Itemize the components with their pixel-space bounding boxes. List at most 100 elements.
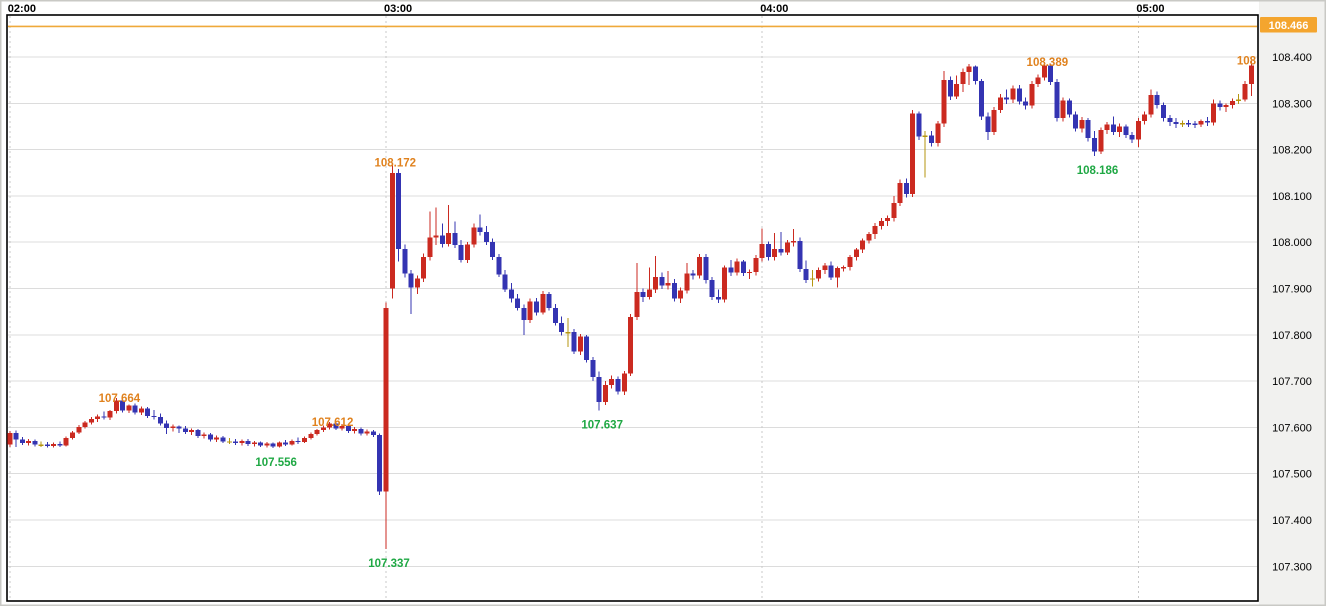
candle: [891, 195, 897, 222]
candle-body: [439, 235, 445, 245]
candle-body: [1198, 120, 1204, 125]
candle-body: [446, 232, 452, 245]
candle-body: [791, 240, 797, 243]
candle: [490, 238, 496, 260]
candle-body: [465, 244, 471, 260]
candle-body: [860, 240, 866, 250]
candle-body: [1123, 126, 1129, 135]
candle-body: [1160, 105, 1166, 119]
candle: [439, 223, 445, 248]
candle: [634, 263, 640, 320]
candle: [515, 294, 521, 311]
candle-body: [1223, 105, 1229, 108]
price-tick-label: 108.000: [1272, 237, 1312, 249]
candle: [966, 63, 972, 85]
candle-body: [709, 280, 715, 297]
swing-high-label: 107.612: [312, 417, 354, 429]
candle: [822, 263, 828, 275]
swing-high-label: 108.389: [1027, 57, 1069, 69]
price-tick-label: 107.300: [1272, 561, 1312, 573]
candle: [928, 131, 934, 147]
candle: [1160, 102, 1166, 122]
candle-body: [778, 249, 784, 253]
candle: [640, 288, 646, 302]
candle: [571, 329, 577, 355]
candle: [552, 304, 558, 326]
candle: [1154, 91, 1160, 109]
candle: [170, 424, 176, 432]
candle: [860, 238, 866, 253]
candle-body: [797, 240, 803, 270]
candle: [1198, 119, 1204, 127]
candle-body: [1035, 77, 1041, 84]
candle-body: [207, 434, 213, 440]
candle-body: [63, 438, 69, 446]
candle-body: [1029, 83, 1035, 106]
candle: [70, 431, 75, 440]
candle-body: [370, 431, 376, 435]
price-tick-label: 107.900: [1272, 284, 1312, 296]
candle: [878, 218, 884, 230]
candle-body: [646, 289, 652, 297]
price-axis-strip: [1259, 0, 1326, 606]
candle-body: [1242, 83, 1248, 100]
candle: [527, 298, 533, 323]
candle-body: [822, 265, 828, 270]
candle: [1248, 60, 1254, 96]
candle-body: [26, 440, 32, 444]
plot-area[interactable]: [6, 14, 1259, 602]
candle-body: [540, 294, 546, 313]
candle-body: [928, 135, 934, 144]
candle: [609, 375, 615, 389]
candle: [740, 259, 746, 276]
price-tick-label: 108.200: [1272, 145, 1312, 157]
candle-body: [853, 249, 859, 258]
candle: [1173, 118, 1179, 128]
candle-body: [245, 440, 251, 445]
candle: [559, 316, 565, 336]
candle: [1029, 81, 1035, 109]
candle-body: [258, 442, 264, 446]
candle: [703, 253, 709, 284]
candle-body: [527, 301, 533, 320]
candle: [797, 237, 803, 272]
candle-body: [596, 376, 602, 402]
price-tick-label: 107.800: [1272, 330, 1312, 342]
candle: [772, 232, 778, 261]
candle: [709, 276, 715, 301]
candle-body: [1154, 94, 1160, 106]
candle-body: [834, 268, 840, 278]
candle-body: [1148, 94, 1154, 115]
candle: [189, 428, 195, 435]
candle-body: [590, 359, 596, 377]
candle-body: [565, 332, 571, 334]
candle-body: [452, 232, 458, 245]
candle-body: [697, 257, 702, 276]
candle: [195, 428, 201, 439]
candle-body: [1016, 88, 1022, 102]
candle-body: [979, 81, 985, 117]
candle-body: [954, 83, 960, 97]
candle-body: [659, 276, 665, 286]
candle: [903, 178, 909, 198]
candle-body: [765, 244, 771, 258]
candle-body: [13, 432, 19, 440]
candle-body: [703, 257, 709, 281]
candle-body: [1004, 97, 1010, 100]
candle: [465, 242, 471, 264]
candle-body: [903, 182, 909, 195]
candle-body: [339, 426, 345, 429]
candle-body: [327, 423, 333, 428]
candle-body: [95, 416, 101, 420]
candle-body: [364, 431, 370, 434]
candle-body: [76, 426, 82, 433]
candle-body: [377, 434, 383, 492]
candle-body: [966, 66, 972, 72]
candle-body: [138, 408, 144, 413]
candle: [358, 427, 364, 436]
candle-body: [383, 307, 389, 492]
candle: [402, 244, 408, 278]
candle: [671, 279, 677, 302]
candle: [1085, 118, 1091, 142]
